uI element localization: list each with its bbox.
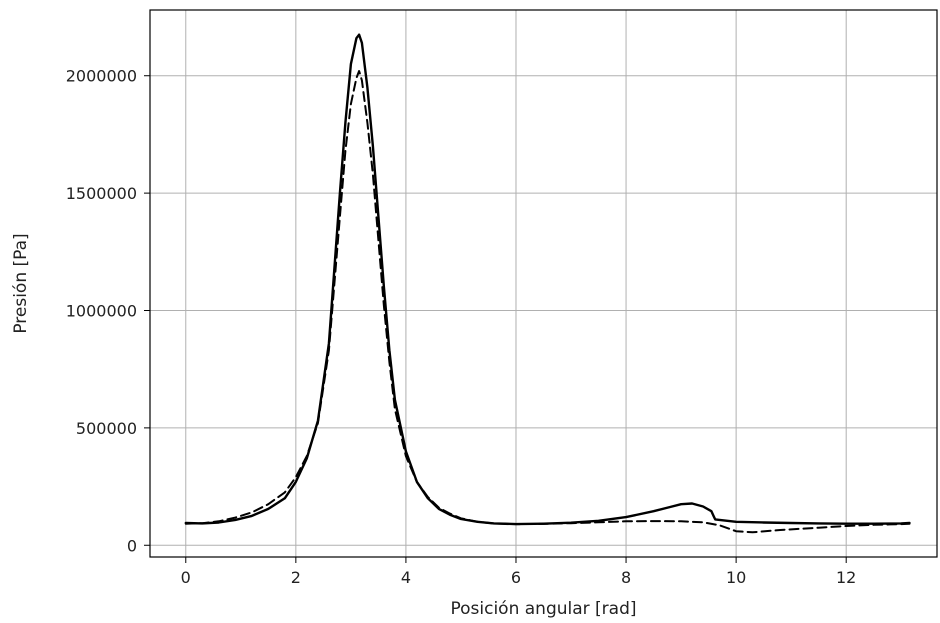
y-axis-label: Presión [Pa] [11,233,31,333]
grid-lines [150,10,937,557]
dashed-series-line [184,70,911,534]
y-tick-label: 1000000 [66,301,137,320]
tick-marks [144,75,847,563]
series-layer [184,33,911,534]
x-tick-label: 6 [511,568,521,587]
y-tick-label: 1500000 [66,184,137,203]
x-tick-label: 4 [401,568,411,587]
x-axis-label: Posición angular [rad] [450,599,636,619]
x-tick-label: 8 [621,568,631,587]
y-tick-label: 500000 [76,419,137,438]
solid-series-line [184,33,911,526]
x-tick-label: 10 [726,568,746,587]
y-tick-label: 0 [127,536,137,555]
x-tick-label: 0 [181,568,191,587]
x-tick-label: 2 [291,568,301,587]
x-tick-label: 12 [836,568,856,587]
tick-labels: 0 2 4 6 8 10 12 0 500000 1000000 1500000 2000000 [66,67,857,587]
plot-frame [149,9,938,558]
y-tick-label: 2000000 [66,67,137,86]
